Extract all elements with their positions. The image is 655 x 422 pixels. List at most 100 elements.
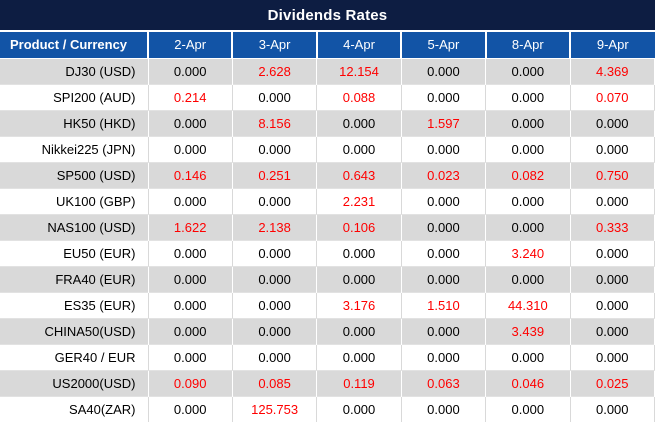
value-cell: 0.000 xyxy=(485,83,571,111)
value-cell: 0.000 xyxy=(570,266,655,292)
value-cell: 0.000 xyxy=(570,318,655,344)
product-label: ES35 (EUR) xyxy=(0,291,149,319)
value-cell: 44.310 xyxy=(485,291,571,319)
value-cell: 0.046 xyxy=(485,370,571,396)
value-cell: 0.000 xyxy=(148,58,233,84)
table-row: CHINA50(USD) 0.000 0.000 0.000 0.000 3.439 0.0… xyxy=(0,318,655,344)
value-cell: 0.000 xyxy=(316,266,402,292)
value-cell: 0.000 xyxy=(570,343,655,371)
value-cell: 1.597 xyxy=(401,110,487,136)
date-column-header: 9-Apr xyxy=(569,32,655,59)
product-label: HK50 (HKD) xyxy=(0,110,149,136)
product-label: FRA40 (EUR) xyxy=(0,266,149,292)
value-cell: 0.000 xyxy=(401,239,487,267)
value-cell: 0.000 xyxy=(401,135,487,163)
table-row: Nikkei225 (JPN) 0.000 0.000 0.000 0.000 0.000… xyxy=(0,135,655,163)
table-row: US2000(USD) 0.090 0.085 0.119 0.063 0.046 0.02… xyxy=(0,370,655,396)
table-row: ES35 (EUR) 0.000 0.000 3.176 1.510 44.310 0.00… xyxy=(0,291,655,319)
value-cell: 8.156 xyxy=(232,110,318,136)
value-cell: 0.000 xyxy=(148,239,233,267)
value-cell: 0.000 xyxy=(570,395,655,422)
table-row: SPI200 (AUD) 0.214 0.000 0.088 0.000 0.000 0.0… xyxy=(0,83,655,111)
value-cell: 0.085 xyxy=(232,370,318,396)
value-cell: 0.000 xyxy=(316,318,402,344)
header-row: Product / Currency 2-Apr 3-Apr 4-Apr 5-Apr 8… xyxy=(0,32,655,59)
value-cell: 0.000 xyxy=(232,343,318,371)
date-column-header: 2-Apr xyxy=(146,32,233,59)
value-cell: 0.000 xyxy=(316,239,402,267)
table-body: DJ30 (USD) 0.000 2.628 12.154 0.000 0.000 4.36… xyxy=(0,58,655,422)
value-cell: 0.000 xyxy=(401,343,487,371)
value-cell: 0.000 xyxy=(148,187,233,215)
panel-title: Dividends Rates xyxy=(0,0,655,32)
value-cell: 0.000 xyxy=(570,291,655,319)
value-cell: 0.214 xyxy=(148,83,233,111)
table-row: HK50 (HKD) 0.000 8.156 0.000 1.597 0.000 0.000 xyxy=(0,110,655,136)
value-cell: 0.000 xyxy=(485,266,571,292)
value-cell: 0.251 xyxy=(232,162,318,188)
value-cell: 0.000 xyxy=(316,395,402,422)
table-row: GER40 / EUR 0.000 0.000 0.000 0.000 0.000 0.00… xyxy=(0,343,655,371)
value-cell: 0.023 xyxy=(401,162,487,188)
value-cell: 0.088 xyxy=(316,83,402,111)
value-cell: 0.070 xyxy=(570,83,655,111)
value-cell: 2.231 xyxy=(316,187,402,215)
value-cell: 0.025 xyxy=(570,370,655,396)
product-currency-header: Product / Currency xyxy=(0,32,148,59)
value-cell: 0.000 xyxy=(232,187,318,215)
value-cell: 0.750 xyxy=(570,162,655,188)
product-label: SP500 (USD) xyxy=(0,162,149,188)
table-row: UK100 (GBP) 0.000 0.000 2.231 0.000 0.000 0.00… xyxy=(0,187,655,215)
value-cell: 0.000 xyxy=(570,135,655,163)
product-label: EU50 (EUR) xyxy=(0,239,149,267)
value-cell: 0.063 xyxy=(401,370,487,396)
value-cell: 0.146 xyxy=(148,162,233,188)
value-cell: 0.000 xyxy=(148,266,233,292)
value-cell: 0.000 xyxy=(485,214,571,240)
value-cell: 0.000 xyxy=(316,343,402,371)
value-cell: 0.000 xyxy=(570,239,655,267)
value-cell: 0.000 xyxy=(485,110,571,136)
value-cell: 0.000 xyxy=(232,83,318,111)
value-cell: 0.000 xyxy=(485,395,571,422)
value-cell: 4.369 xyxy=(570,58,655,84)
value-cell: 0.000 xyxy=(148,343,233,371)
product-label: US2000(USD) xyxy=(0,370,149,396)
value-cell: 12.154 xyxy=(316,58,402,84)
value-cell: 0.000 xyxy=(401,83,487,111)
product-label: SA40(ZAR) xyxy=(0,395,149,422)
product-label: UK100 (GBP) xyxy=(0,187,149,215)
value-cell: 0.000 xyxy=(232,135,318,163)
table-row: DJ30 (USD) 0.000 2.628 12.154 0.000 0.000 4.36… xyxy=(0,58,655,84)
value-cell: 0.000 xyxy=(485,343,571,371)
value-cell: 1.622 xyxy=(148,214,233,240)
table-row: EU50 (EUR) 0.000 0.000 0.000 0.000 3.240 0.000 xyxy=(0,239,655,267)
value-cell: 0.000 xyxy=(148,291,233,319)
value-cell: 0.000 xyxy=(570,187,655,215)
table-row: SP500 (USD) 0.146 0.251 0.643 0.023 0.082 0.75… xyxy=(0,162,655,188)
date-column-header: 8-Apr xyxy=(484,32,571,59)
product-label: GER40 / EUR xyxy=(0,343,149,371)
value-cell: 0.000 xyxy=(148,110,233,136)
product-label: Nikkei225 (JPN) xyxy=(0,135,149,163)
value-cell: 3.439 xyxy=(485,318,571,344)
value-cell: 0.000 xyxy=(232,239,318,267)
table-row: NAS100 (USD) 1.622 2.138 0.106 0.000 0.000 0.3… xyxy=(0,214,655,240)
value-cell: 0.106 xyxy=(316,214,402,240)
value-cell: 0.000 xyxy=(570,110,655,136)
value-cell: 0.000 xyxy=(232,291,318,319)
product-label: SPI200 (AUD) xyxy=(0,83,149,111)
value-cell: 0.000 xyxy=(148,395,233,422)
value-cell: 2.628 xyxy=(232,58,318,84)
dividends-rates-table: Product / Currency 2-Apr 3-Apr 4-Apr 5-Apr 8… xyxy=(0,32,655,422)
value-cell: 0.000 xyxy=(316,135,402,163)
date-column-header: 5-Apr xyxy=(400,32,486,59)
product-label: NAS100 (USD) xyxy=(0,214,149,240)
table-row: SA40(ZAR) 0.000 125.753 0.000 0.000 0.000 0.00… xyxy=(0,395,655,422)
value-cell: 0.333 xyxy=(570,214,655,240)
value-cell: 0.643 xyxy=(316,162,402,188)
value-cell: 0.000 xyxy=(401,395,487,422)
value-cell: 125.753 xyxy=(232,395,318,422)
product-label: DJ30 (USD) xyxy=(0,58,149,84)
